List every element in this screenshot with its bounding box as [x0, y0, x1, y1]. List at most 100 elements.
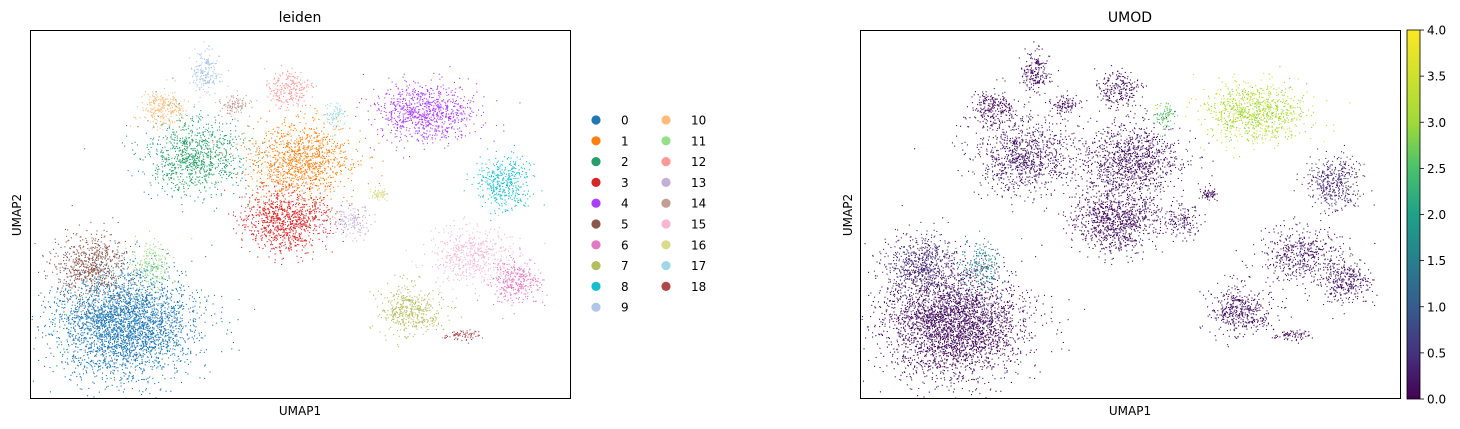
point-leiden-0 [136, 320, 138, 322]
point-leiden-0 [132, 339, 134, 341]
point-leiden-2 [220, 163, 222, 165]
point-leiden-0 [114, 329, 116, 331]
point-leiden-2 [179, 159, 181, 161]
point-leiden-0 [238, 349, 240, 351]
point-leiden-1 [275, 142, 277, 144]
point-leiden-2 [203, 199, 205, 201]
point-leiden-1 [317, 141, 319, 143]
point-leiden-0 [206, 299, 208, 301]
point-leiden-0 [156, 276, 158, 278]
point-leiden-1 [361, 155, 363, 157]
point-leiden-0 [150, 330, 152, 332]
point-leiden-1 [306, 171, 308, 173]
point-leiden-2 [171, 157, 173, 159]
point-leiden-1 [343, 142, 345, 144]
point-leiden-0 [99, 265, 101, 267]
point-leiden-2 [168, 162, 170, 164]
point-leiden-0 [149, 302, 151, 304]
point-leiden-2 [197, 157, 199, 159]
point-leiden-2 [191, 148, 193, 150]
point-leiden-1 [272, 151, 274, 153]
point-leiden-0 [83, 354, 85, 356]
point-leiden-0 [78, 325, 80, 327]
point-leiden-1 [289, 155, 291, 157]
point-leiden-0 [111, 347, 113, 349]
point-leiden-0 [110, 337, 112, 339]
point-leiden-0 [129, 314, 131, 316]
point-leiden-0 [141, 330, 143, 332]
point-leiden-0 [154, 339, 156, 341]
point-leiden-0 [126, 358, 128, 360]
point-leiden-0 [119, 315, 121, 317]
point-leiden-0 [162, 374, 164, 376]
point-leiden-1 [344, 164, 346, 166]
point-leiden-0 [138, 334, 140, 336]
point-leiden-0 [58, 278, 60, 280]
point-leiden-1 [310, 148, 312, 150]
point-leiden-2 [237, 172, 239, 174]
point-leiden-0 [121, 346, 123, 348]
point-leiden-0 [98, 326, 100, 328]
point-leiden-0 [118, 344, 120, 346]
point-leiden-0 [151, 405, 152, 406]
point-leiden-0 [53, 330, 55, 332]
point-leiden-1 [283, 181, 285, 183]
point-leiden-1 [259, 181, 261, 183]
point-leiden-0 [77, 333, 79, 335]
point-leiden-1 [281, 189, 283, 191]
point-leiden-0 [165, 321, 167, 323]
point-leiden-0 [153, 266, 155, 268]
point-leiden-0 [93, 314, 95, 316]
point-leiden-2 [212, 165, 214, 167]
point-leiden-2 [154, 169, 156, 171]
point-leiden-0 [75, 335, 77, 337]
point-leiden-0 [83, 301, 85, 303]
point-leiden-1 [335, 117, 337, 119]
point-leiden-0 [51, 286, 53, 288]
point-leiden-0 [104, 303, 106, 305]
point-leiden-0 [66, 341, 68, 343]
point-leiden-2 [218, 152, 220, 154]
point-leiden-0 [138, 312, 140, 314]
point-leiden-1 [301, 171, 303, 173]
point-leiden-0 [128, 338, 130, 340]
point-leiden-0 [70, 296, 72, 298]
point-leiden-2 [205, 180, 207, 182]
point-leiden-0 [142, 336, 144, 338]
point-leiden-1 [286, 172, 288, 174]
point-leiden-1 [269, 175, 271, 177]
point-leiden-0 [213, 294, 215, 296]
point-leiden-0 [175, 328, 177, 330]
point-leiden-0 [161, 358, 163, 360]
point-leiden-0 [86, 316, 88, 318]
point-leiden-0 [98, 320, 100, 322]
point-leiden-1 [262, 156, 264, 158]
point-leiden-2 [154, 177, 156, 179]
point-leiden-0 [193, 311, 195, 313]
point-leiden-2 [210, 157, 212, 159]
point-leiden-0 [150, 298, 152, 300]
point-leiden-0 [162, 289, 164, 291]
point-leiden-0 [114, 379, 116, 381]
point-leiden-2 [186, 167, 188, 169]
point-leiden-0 [107, 305, 109, 307]
point-leiden-1 [271, 148, 273, 150]
point-leiden-0 [78, 298, 80, 300]
point-leiden-0 [131, 308, 133, 310]
point-leiden-0 [183, 352, 185, 354]
point-leiden-0 [99, 334, 101, 336]
point-leiden-2 [156, 154, 158, 156]
point-leiden-0 [153, 303, 155, 305]
point-leiden-0 [131, 328, 133, 330]
point-leiden-0 [95, 355, 97, 357]
point-leiden-2 [194, 184, 196, 186]
point-leiden-1 [319, 153, 321, 155]
point-leiden-0 [169, 337, 171, 339]
point-leiden-0 [73, 356, 75, 358]
point-leiden-0 [53, 355, 55, 357]
point-leiden-0 [67, 344, 69, 346]
point-leiden-0 [124, 305, 126, 307]
point-leiden-2 [182, 186, 184, 188]
point-leiden-1 [307, 153, 309, 155]
point-leiden-0 [71, 360, 73, 362]
